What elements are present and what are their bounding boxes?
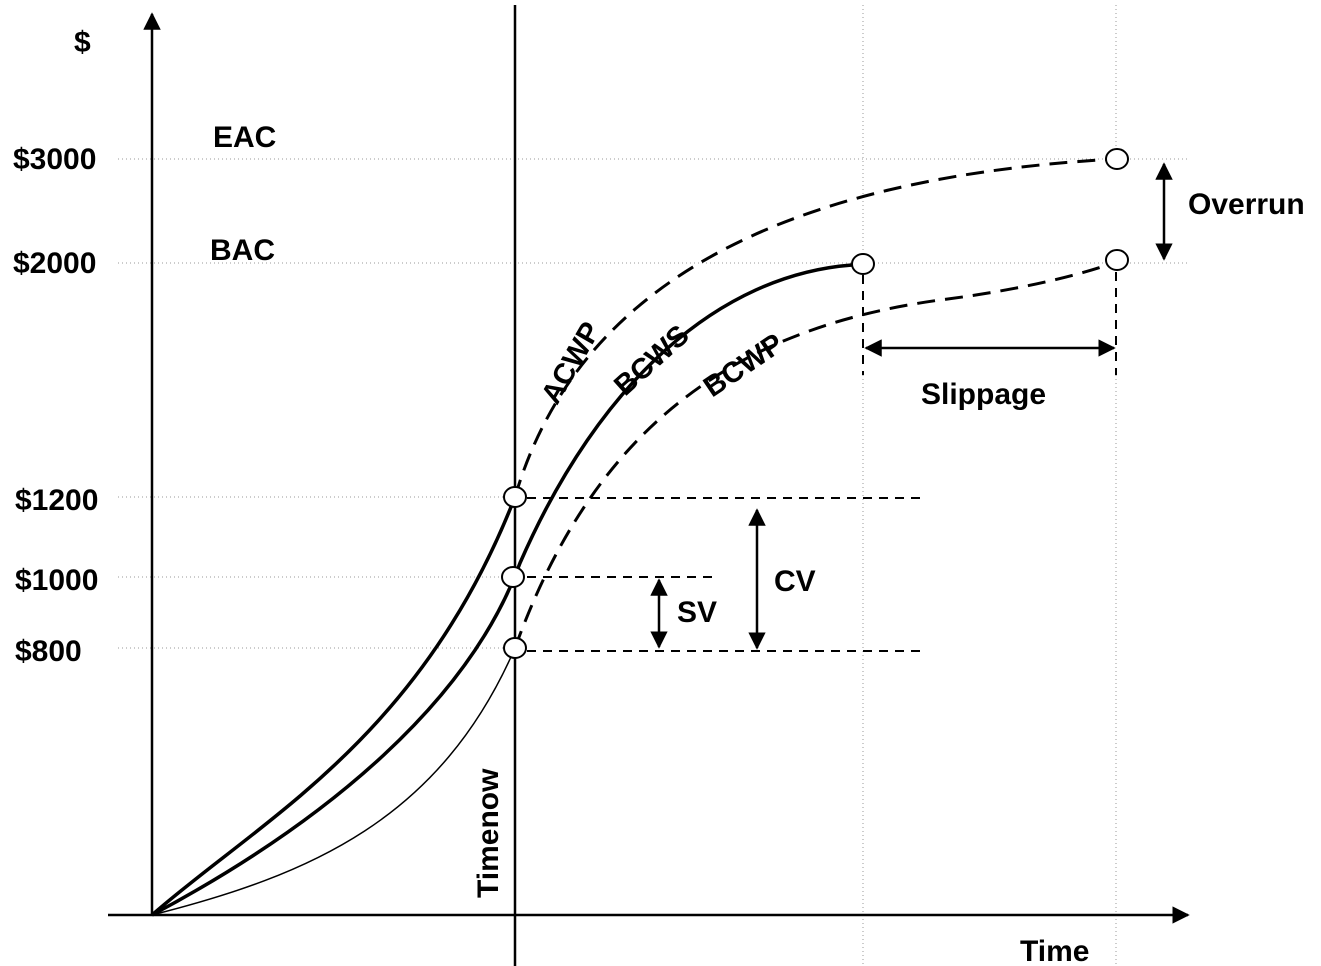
point-eac: [1105, 148, 1129, 170]
variance-arrows: [650, 162, 1173, 650]
tick-1200: $1200: [15, 484, 98, 517]
bcws-label: BCWS: [608, 319, 695, 402]
bcwp-curve-actual: [151, 647, 516, 916]
point-bac: [851, 253, 875, 275]
axes: [108, 12, 1190, 924]
reference-gridlines: [118, 5, 1188, 966]
bcwp-label: BCWP: [698, 328, 789, 404]
slippage-label: Slippage: [921, 378, 1046, 411]
curves: [150, 157, 1117, 917]
tick-800: $800: [15, 635, 82, 668]
bcwp-curve-projected: [513, 260, 1117, 649]
eac-label: EAC: [213, 121, 276, 154]
tick-2000: $2000: [13, 247, 96, 280]
acwp-curve-projected: [513, 157, 1117, 498]
data-points: [501, 148, 1129, 659]
bcws-curve: [151, 263, 853, 917]
point-acwp-1200: [503, 486, 527, 508]
point-bcws-1000: [501, 566, 525, 588]
timenow-label: Timenow: [472, 768, 505, 898]
tick-3000: $3000: [13, 143, 96, 176]
point-bcwp-completion: [1105, 249, 1129, 271]
acwp-label: ACWP: [535, 317, 607, 410]
cv-label: CV: [774, 565, 816, 598]
bac-label: BAC: [210, 234, 275, 267]
tick-1000: $1000: [15, 564, 98, 597]
y-axis-label: $: [74, 26, 91, 59]
x-axis-label: Time: [1020, 935, 1089, 966]
point-bcwp-800: [503, 637, 527, 659]
acwp-curve-actual: [150, 496, 517, 917]
sv-label: SV: [677, 596, 717, 629]
projection-lines: [527, 272, 1117, 652]
overrun-label: Overrun: [1188, 188, 1305, 221]
